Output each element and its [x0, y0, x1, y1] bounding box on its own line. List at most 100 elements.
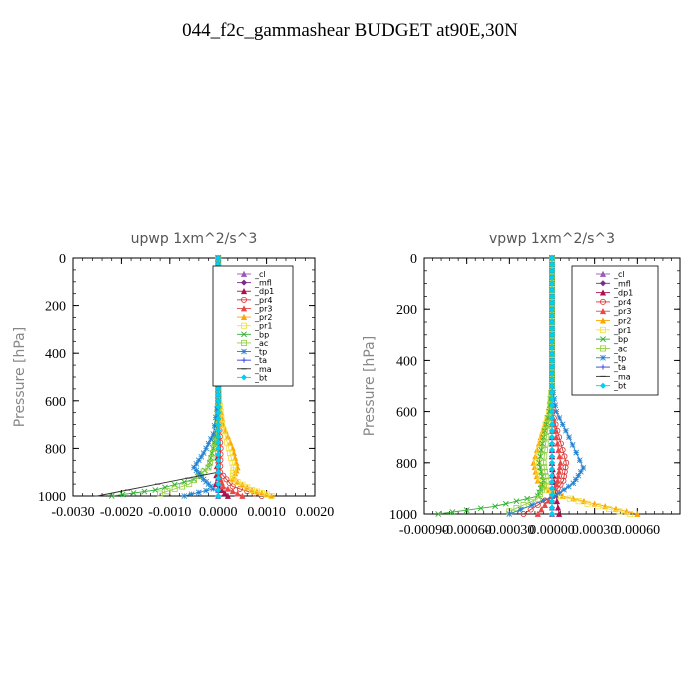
series-point	[548, 421, 556, 428]
series-point	[548, 267, 556, 274]
series-point	[556, 468, 563, 475]
series-point	[222, 433, 229, 440]
series-point	[215, 403, 222, 410]
legend-marker	[240, 287, 248, 295]
panel-title: upwp 1xm^2/s^3	[131, 231, 258, 247]
series-point	[534, 510, 541, 517]
series-point	[548, 254, 556, 262]
series-point	[506, 511, 513, 517]
series-point	[548, 325, 556, 332]
y-axis-label: Pressure [hPa]	[362, 336, 378, 436]
series-ac	[506, 254, 556, 515]
series-point	[225, 445, 232, 452]
legend-label: _mfl	[254, 279, 272, 288]
series-line	[523, 258, 567, 515]
series-bt	[548, 254, 556, 518]
x-tick-label: -0.0030	[51, 505, 94, 520]
series-point	[548, 434, 556, 441]
series-point	[555, 472, 562, 480]
series-point	[206, 459, 213, 466]
series-point	[557, 481, 564, 488]
series-point	[555, 446, 562, 453]
series-point	[492, 503, 499, 510]
legend-label: _mfl	[613, 279, 631, 288]
series-point	[191, 464, 197, 471]
series-point	[229, 459, 236, 466]
series-point	[520, 502, 527, 509]
series-point	[560, 477, 567, 484]
y-tick-label: 800	[45, 442, 66, 457]
series-point	[557, 459, 564, 466]
series-point	[141, 488, 148, 495]
series-point	[584, 500, 591, 507]
series-point	[215, 433, 222, 440]
series-point	[540, 497, 547, 504]
legend-label: _bp	[254, 330, 269, 339]
series-point	[209, 450, 216, 457]
legend-label: _pr3	[613, 307, 631, 316]
series-point	[517, 506, 524, 513]
x-tick-label: 0.00000	[529, 523, 575, 538]
legend-label: _ta	[613, 363, 626, 372]
series-point	[221, 489, 228, 496]
x-tick-label: -0.0010	[148, 505, 191, 520]
series-point	[130, 490, 137, 496]
series-point	[543, 434, 550, 441]
legend-label: _pr4	[254, 296, 272, 305]
series-point	[548, 338, 556, 345]
legend-box	[212, 265, 294, 387]
legend-label: _pr1	[254, 322, 272, 331]
series-point	[195, 470, 202, 477]
series-point	[205, 464, 212, 471]
series-line	[159, 258, 219, 495]
series-point	[548, 299, 556, 306]
series-point	[178, 483, 185, 490]
legend-label: _pr2	[254, 313, 272, 322]
legend: _cl_mfl_dp1_pr4_pr3_pr2_pr1_bp_ac_tp_ta_…	[212, 265, 294, 387]
panel-1: upwp 1xm^2/s^3 Pressure [hPa] -0.0030 -0.00…	[12, 231, 334, 520]
series-point	[556, 510, 563, 517]
y-tick-label: 800	[396, 457, 417, 472]
series-point	[548, 485, 556, 492]
series-point	[548, 357, 556, 364]
series-point	[119, 491, 126, 498]
series-point	[548, 459, 556, 466]
x-tick-label: 0.00060	[615, 523, 661, 538]
series-point	[548, 370, 556, 377]
legend-label: _ac	[254, 339, 268, 348]
series-point	[548, 363, 556, 370]
series-point	[556, 489, 563, 496]
series-point	[541, 464, 548, 471]
legend-marker	[600, 326, 607, 333]
series-bp	[108, 255, 222, 499]
legend-marker	[599, 280, 607, 287]
series-point	[548, 478, 556, 486]
series-point	[548, 312, 556, 319]
y-tick-label: 1000	[38, 490, 66, 505]
series-point	[605, 505, 612, 512]
legend-marker	[240, 322, 247, 329]
series-point	[215, 492, 222, 500]
series-point	[627, 510, 634, 517]
series-point	[559, 446, 566, 453]
series-point	[634, 510, 641, 517]
y-tick-label: 0	[410, 252, 417, 267]
legend-marker	[240, 305, 248, 312]
series-point	[198, 453, 205, 460]
series-pr4	[520, 254, 570, 517]
series-point	[162, 484, 168, 491]
legend-marker	[600, 345, 607, 352]
series-point	[548, 376, 556, 383]
legend-label: _dp1	[613, 289, 633, 298]
legend-box	[571, 265, 659, 396]
series-point	[548, 261, 556, 268]
series-point	[554, 504, 562, 511]
series-point	[548, 414, 556, 422]
series-point	[572, 476, 579, 483]
series-point	[548, 466, 556, 473]
series-point	[556, 464, 563, 471]
y-tick-label: 200	[45, 300, 66, 315]
series-point	[215, 397, 222, 404]
series-point	[541, 468, 548, 475]
series-point	[573, 449, 580, 456]
